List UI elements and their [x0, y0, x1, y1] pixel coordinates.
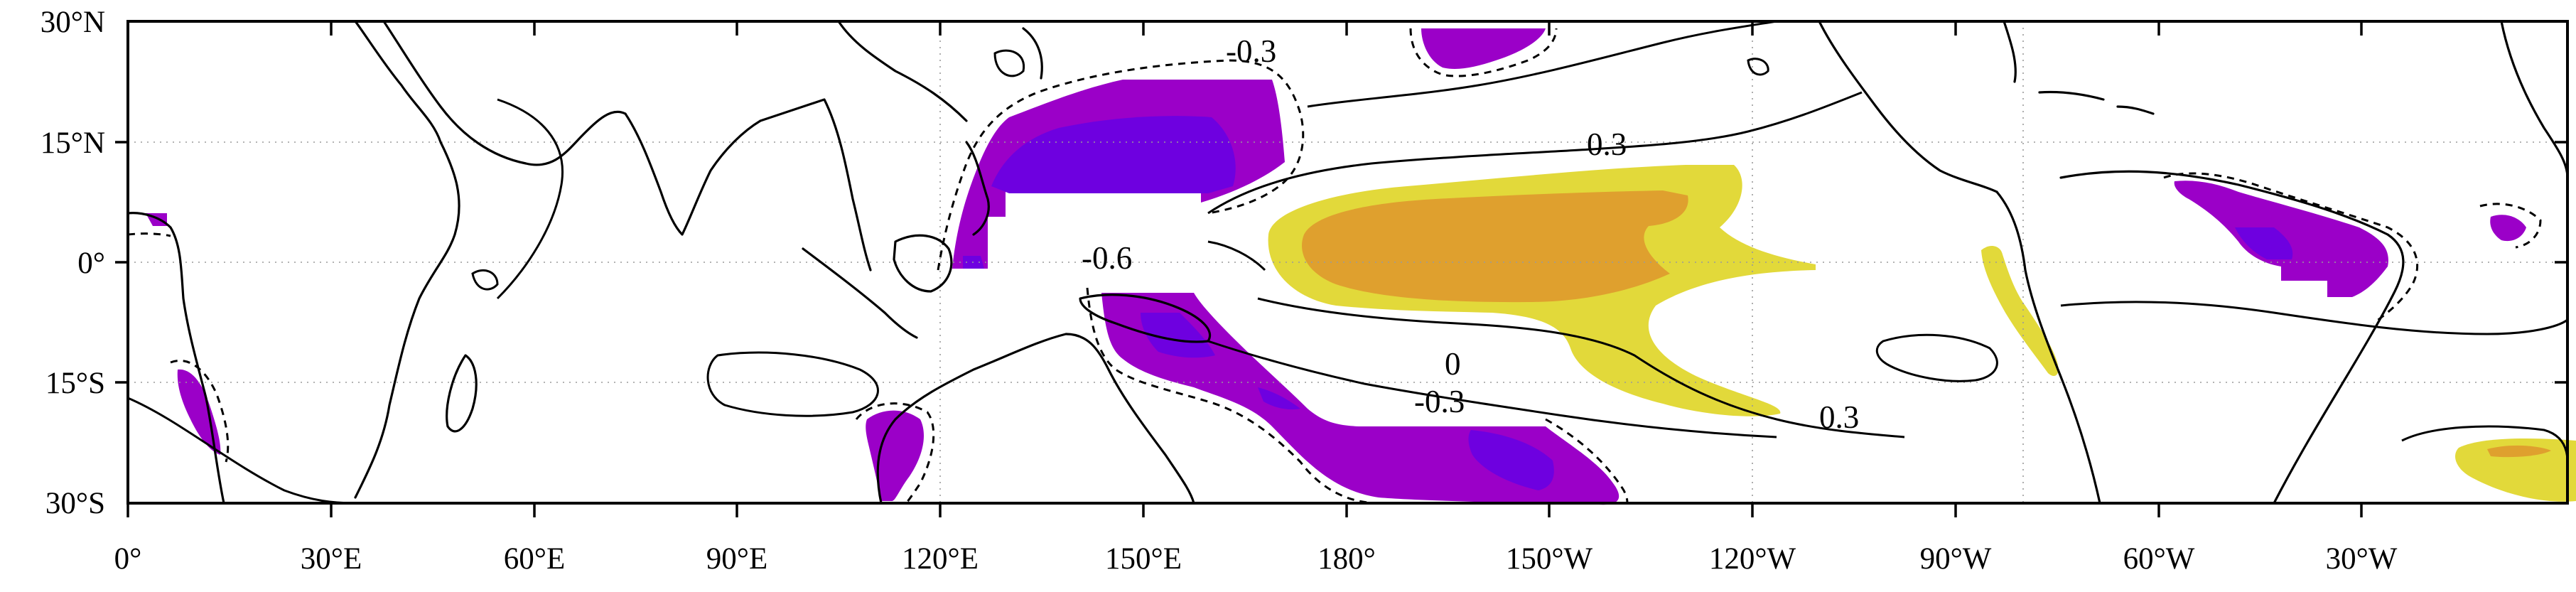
x-tick-label: 120°W	[1709, 542, 1796, 576]
label-box-neg06	[1023, 215, 1202, 293]
contour-s-atl-loop	[2401, 425, 2569, 463]
brazil-purple-east	[2490, 215, 2526, 242]
label-boxes	[1023, 215, 1546, 426]
coastlines	[126, 20, 2569, 505]
contour-neg03-brazil	[2163, 172, 2419, 325]
contour-pos03-north	[1207, 91, 1863, 215]
south-america-west	[1995, 190, 2101, 505]
japan	[1022, 27, 1043, 80]
x-tick-label: 150°W	[1506, 542, 1593, 576]
contour-africa-loop	[471, 269, 499, 291]
africa-east-coast	[354, 20, 460, 499]
contour-labels: -0.3 0.3 -0.6 0 -0.3 0.3	[1082, 33, 1859, 435]
contour-sepac-loop	[1875, 333, 1998, 382]
brazil-violet	[2235, 227, 2293, 259]
y-tick-label: 30°S	[45, 487, 105, 520]
contour-label-zero: 0	[1445, 346, 1461, 382]
y-tick-label: 30°N	[41, 6, 105, 39]
contour-neg03-atl-east	[2479, 203, 2542, 249]
contour-pos03-east-eq	[1257, 297, 1905, 438]
contour-neg03-wpac-north	[937, 59, 1305, 271]
se-atlantic-yellow-region	[2455, 438, 2576, 502]
x-tick-label: 90°E	[706, 542, 767, 576]
se-asia-coast	[759, 98, 872, 271]
x-axis-labels: 0° 30°E 60°E 90°E 120°E 150°E 180° 150°W…	[114, 542, 2398, 576]
x-tick-label: 120°E	[902, 542, 979, 576]
shaded-regions	[146, 28, 2576, 505]
madagascar	[446, 354, 478, 433]
contour-zero-eq-west	[1207, 240, 1266, 271]
contour-neg03-wpac-south	[1086, 287, 1379, 505]
y-tick-label: 15°N	[41, 127, 105, 160]
x-tick-label: 60°E	[504, 542, 565, 576]
contour-label-pos03-north: 0.3	[1587, 127, 1627, 162]
y-tick-label: 0°	[77, 247, 105, 280]
x-tick-label: 0°	[114, 542, 142, 576]
peru-yellow-region	[1981, 246, 2059, 377]
contour-neg03-guinea	[127, 232, 171, 237]
contour-eq-atl	[2060, 301, 2568, 335]
npac-purple-top	[1421, 28, 1546, 69]
w-australia-purple	[866, 410, 924, 501]
contour-sio-loop	[706, 351, 879, 417]
wpac-violet-south-2	[1258, 387, 1300, 410]
x-tick-label: 150°E	[1105, 542, 1182, 576]
contour-label-neg03-south: -0.3	[1414, 384, 1465, 419]
contour-neg03-waus	[855, 402, 935, 505]
contour-zero-south	[1207, 340, 1777, 438]
contour-zero-north	[1307, 20, 1777, 108]
y-tick-label: 15°S	[45, 367, 105, 400]
arabia-coast	[382, 20, 627, 166]
africa-coast	[126, 212, 225, 505]
wpac-violet-south-1	[1141, 313, 1215, 358]
contour-io-north	[496, 98, 564, 300]
x-tick-label: 180°	[1317, 542, 1376, 576]
se-atlantic-orange-core	[2487, 445, 2551, 458]
contour-neg03-namibia	[170, 359, 230, 463]
pacific-orange-core	[1302, 190, 1688, 303]
contour-neg03-npac-top	[1409, 28, 1558, 77]
x-tick-label: 30°W	[2326, 542, 2398, 576]
x-tick-label: 90°W	[1920, 542, 1992, 576]
contour-sio-band	[127, 397, 356, 505]
y-axis-labels: 30°N 15°N 0° 15°S 30°S	[41, 6, 105, 520]
frame	[115, 20, 2569, 517]
namibia-purple	[177, 369, 221, 455]
contour-label-neg03-north: -0.3	[1226, 33, 1276, 69]
wpac-violet-south-3	[1468, 430, 1554, 490]
contours	[127, 20, 2569, 505]
india-coast	[624, 112, 762, 236]
sumatra	[802, 247, 918, 339]
mexico-coast	[1818, 20, 1998, 193]
label-box-zero-neg03	[1364, 340, 1546, 426]
contour-neg03-wpac-south-east	[1545, 418, 1629, 504]
contour-io-small-loop	[993, 49, 1025, 77]
australia-coast	[876, 333, 1195, 505]
south-america-east	[2059, 170, 2405, 505]
x-tick-label: 60°W	[2123, 542, 2195, 576]
x-tick-label: 30°E	[301, 542, 362, 576]
wpac-violet-north	[991, 116, 1236, 193]
contour-label-neg06: -0.6	[1082, 240, 1132, 276]
contour-npac-small-loop	[1747, 58, 1769, 76]
us-east-coast	[2003, 20, 2017, 83]
philippines	[965, 141, 990, 236]
china-coast	[837, 20, 968, 122]
west-africa-top	[2500, 20, 2569, 179]
caribbean-islands	[2038, 90, 2155, 115]
contour-label-pos03-south: 0.3	[1819, 399, 1859, 435]
borneo	[893, 234, 953, 293]
